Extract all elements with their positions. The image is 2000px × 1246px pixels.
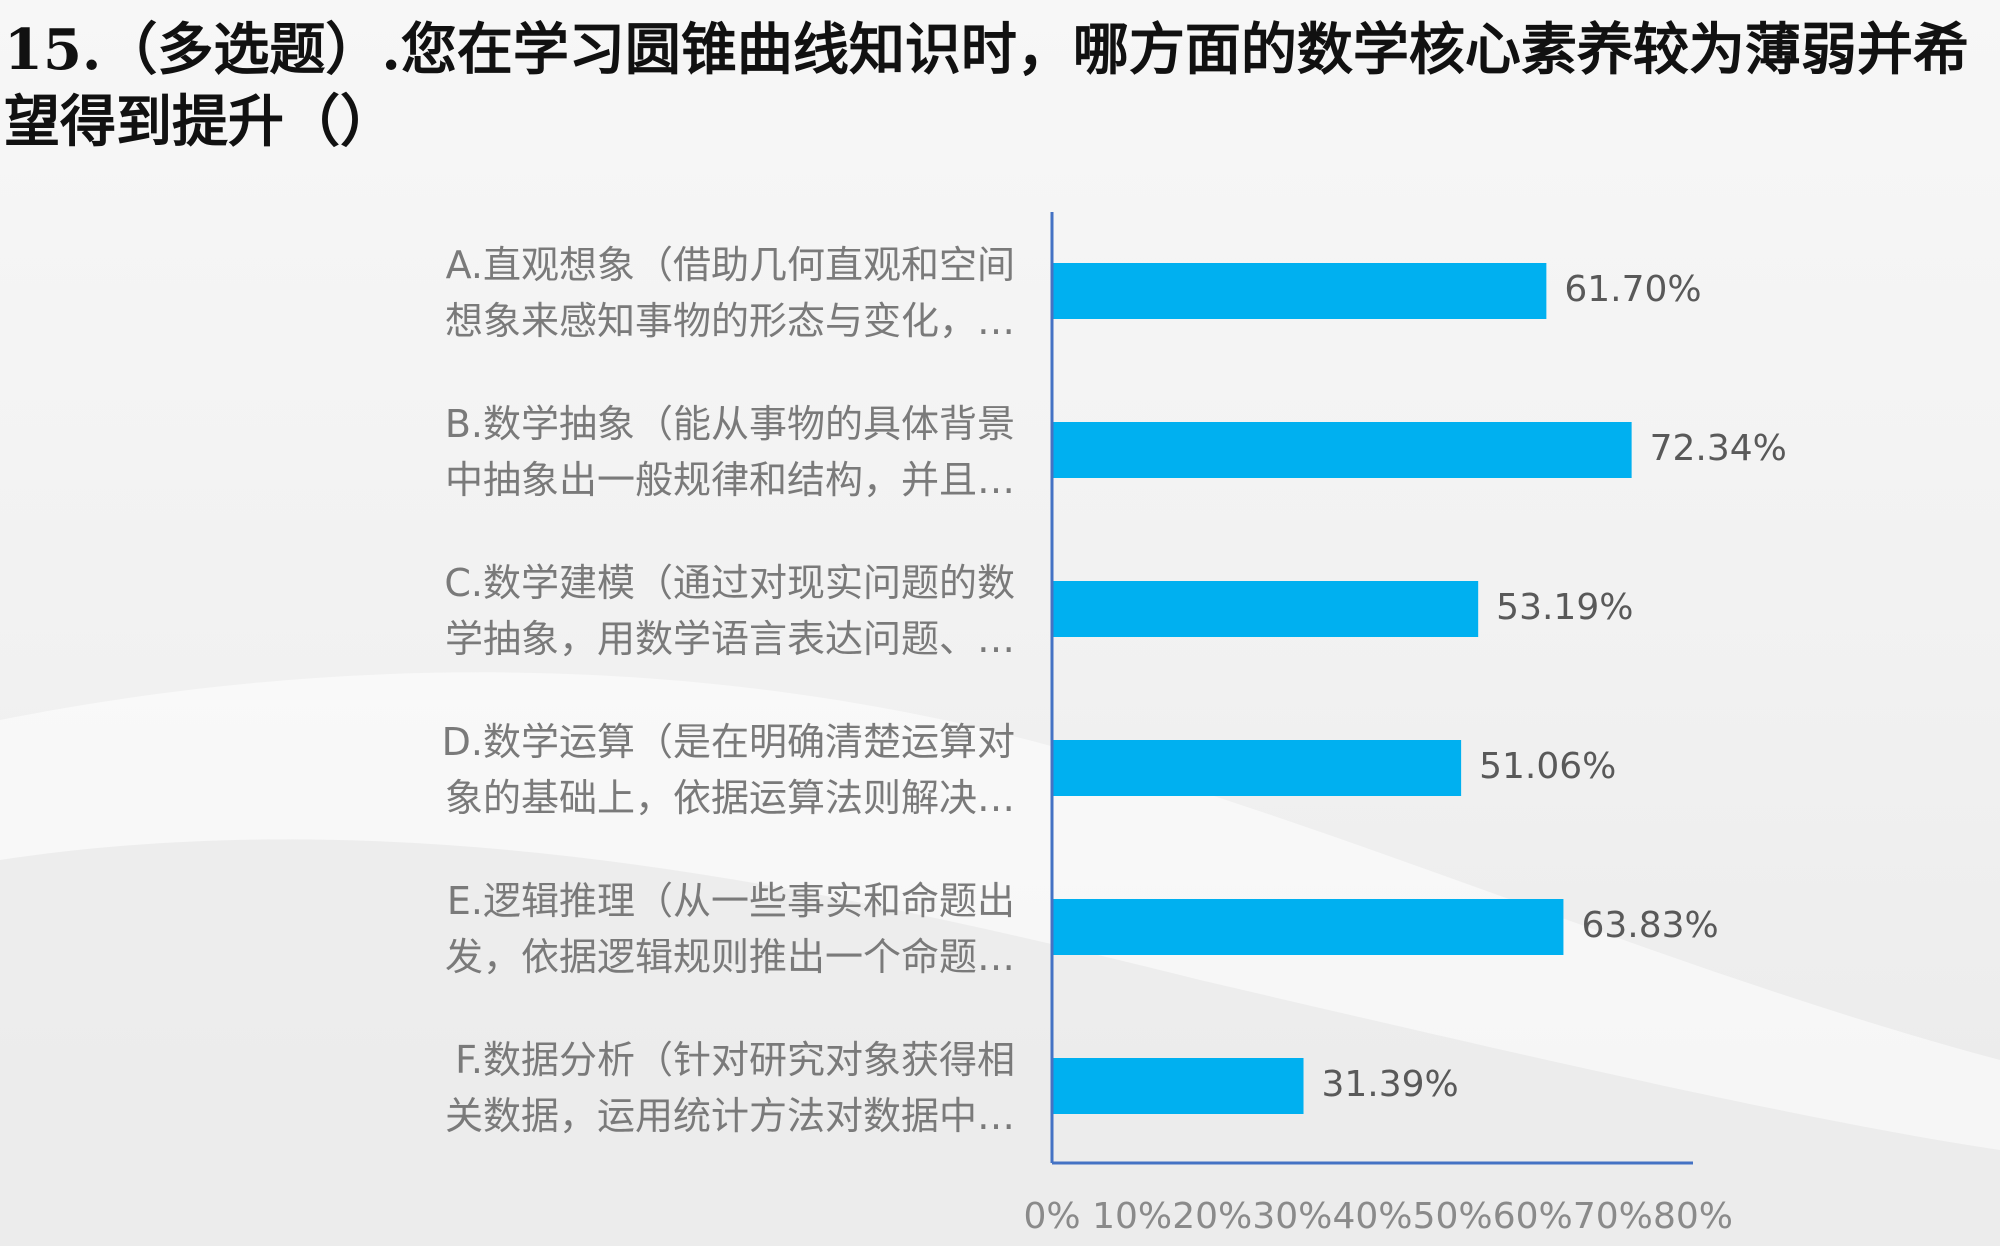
- page-title: 15.（多选题）.您在学习圆锥曲线知识时，哪方面的数学核心素养较为薄弱并希望得到…: [4, 17, 1969, 155]
- category-label-line: 象的基础上，依据运算法则解决…: [445, 776, 1015, 820]
- x-tick-label: 80%: [1653, 1196, 1733, 1237]
- category-label: E.逻辑推理（从一些事实和命题出发，依据逻辑规则推出一个命题…: [445, 879, 1015, 979]
- axes: [1050, 212, 1693, 1165]
- category-label: C.数学建模（通过对现实问题的数学抽象，用数学语言表达问题、…: [444, 561, 1015, 661]
- category-label-line: E.逻辑推理（从一些事实和命题出: [447, 879, 1015, 923]
- x-tick-label: 70%: [1573, 1196, 1653, 1237]
- category-label-line: D.数学运算（是在明确清楚运算对: [442, 720, 1015, 764]
- bar: [1052, 740, 1462, 796]
- category-label: F.数据分析（针对研究对象获得相关数据，运用统计方法对数据中…: [445, 1038, 1015, 1138]
- data-label: 51.06%: [1479, 746, 1616, 787]
- category-label-line: 想象来感知事物的形态与变化，…: [445, 299, 1015, 343]
- category-label-line: B.数学抽象（能从事物的具体背景: [445, 402, 1015, 446]
- bar: [1052, 263, 1547, 319]
- category-label: D.数学运算（是在明确清楚运算对象的基础上，依据运算法则解决…: [442, 720, 1015, 820]
- x-tick-label: 40%: [1332, 1196, 1412, 1237]
- value-labels: 61.70% 72.34% 53.19% 51.06% 63.83% 31.39%: [1322, 269, 1787, 1105]
- category-label-line: A.直观想象（借助几何直观和空间: [446, 243, 1015, 287]
- bar: [1052, 581, 1479, 637]
- category-labels: A.直观想象（借助几何直观和空间想象来感知事物的形态与变化，… B.数学抽象（能从…: [442, 243, 1015, 1138]
- x-tick-label: 10%: [1092, 1196, 1172, 1237]
- category-label-line: C.数学建模（通过对现实问题的数: [444, 561, 1015, 605]
- bars: [1052, 263, 1632, 1114]
- x-tick-labels: 0% 10% 20% 30% 40% 50% 60% 70% 80%: [1023, 1196, 1733, 1237]
- category-label-line: 中抽象出一般规律和结构，并且…: [445, 458, 1015, 502]
- category-label-line: 学抽象，用数学语言表达问题、…: [445, 617, 1015, 661]
- x-tick-label: 60%: [1493, 1196, 1573, 1237]
- x-tick-label: 30%: [1252, 1196, 1332, 1237]
- category-label: A.直观想象（借助几何直观和空间想象来感知事物的形态与变化，…: [445, 243, 1015, 343]
- x-tick-label: 50%: [1413, 1196, 1493, 1237]
- bar: [1052, 422, 1632, 478]
- data-label: 63.83%: [1581, 905, 1718, 946]
- bar: [1052, 1058, 1304, 1114]
- category-label-line: 发，依据逻辑规则推出一个命题…: [445, 935, 1015, 979]
- data-label: 31.39%: [1322, 1064, 1459, 1105]
- data-label: 72.34%: [1650, 428, 1787, 469]
- category-label-line: 关数据，运用统计方法对数据中…: [445, 1094, 1015, 1138]
- data-label: 53.19%: [1496, 587, 1633, 628]
- x-tick-label: 20%: [1172, 1196, 1252, 1237]
- bar: [1052, 899, 1564, 955]
- x-tick-label: 0%: [1023, 1196, 1080, 1237]
- category-label-line: F.数据分析（针对研究对象获得相: [455, 1038, 1015, 1082]
- data-label: 61.70%: [1564, 269, 1701, 310]
- category-label: B.数学抽象（能从事物的具体背景中抽象出一般规律和结构，并且…: [445, 402, 1015, 502]
